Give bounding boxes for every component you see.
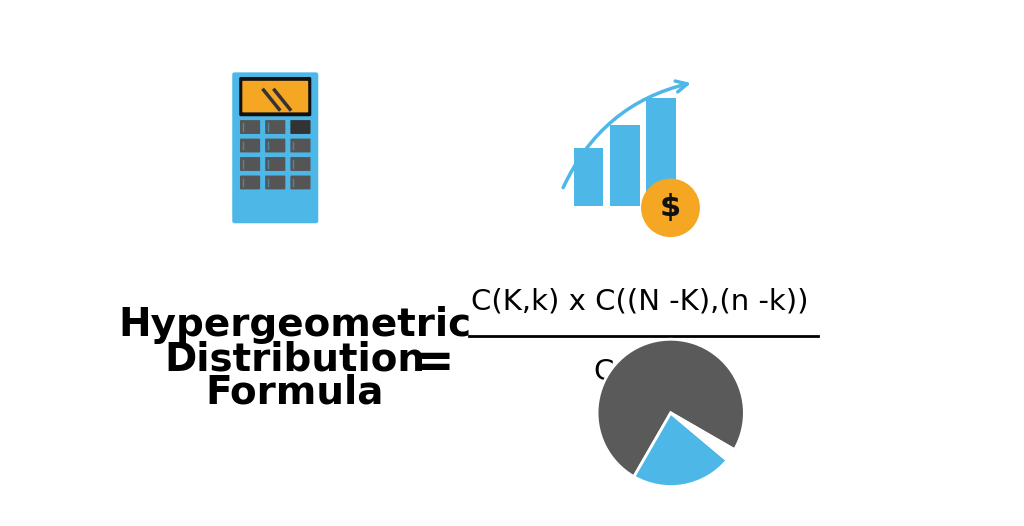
Bar: [610, 125, 640, 206]
FancyBboxPatch shape: [291, 157, 310, 171]
Bar: [646, 98, 676, 206]
FancyBboxPatch shape: [265, 176, 286, 189]
Text: C(N,n): C(N,n): [593, 357, 686, 385]
FancyBboxPatch shape: [291, 176, 310, 189]
Circle shape: [641, 179, 700, 237]
Wedge shape: [634, 413, 727, 487]
FancyBboxPatch shape: [240, 120, 260, 134]
FancyBboxPatch shape: [240, 176, 260, 189]
Text: $: $: [659, 194, 681, 222]
FancyBboxPatch shape: [240, 157, 260, 171]
FancyBboxPatch shape: [291, 120, 310, 134]
Wedge shape: [597, 339, 744, 477]
FancyBboxPatch shape: [240, 138, 260, 153]
FancyBboxPatch shape: [265, 138, 286, 153]
Wedge shape: [671, 413, 734, 460]
FancyBboxPatch shape: [265, 157, 286, 171]
Text: C(K,k) x C((N -K),(n -k)): C(K,k) x C((N -K),(n -k)): [471, 288, 808, 316]
FancyBboxPatch shape: [265, 120, 286, 134]
Text: =: =: [414, 339, 455, 388]
Text: Distribution: Distribution: [164, 340, 425, 379]
FancyBboxPatch shape: [240, 77, 311, 116]
Bar: [573, 148, 603, 206]
Text: Formula: Formula: [206, 373, 384, 412]
Text: Hypergeometric: Hypergeometric: [118, 306, 471, 344]
FancyBboxPatch shape: [243, 81, 308, 113]
FancyBboxPatch shape: [291, 138, 310, 153]
FancyBboxPatch shape: [232, 73, 318, 223]
